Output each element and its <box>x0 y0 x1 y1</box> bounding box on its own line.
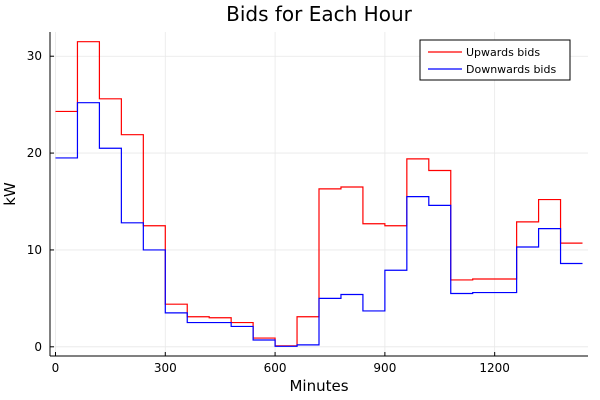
y-tick-label: 20 <box>27 146 42 160</box>
y-tick-label: 0 <box>34 340 42 354</box>
axes <box>49 32 588 357</box>
legend-box <box>419 39 571 81</box>
ticks: 0 300 600 900 1200 0 10 20 30 <box>27 49 510 375</box>
x-tick-label: 0 <box>52 361 60 375</box>
x-tick-label: 1200 <box>479 361 510 375</box>
series-layer <box>55 41 583 347</box>
legend: Upwards bids Downwards bids <box>419 39 571 81</box>
x-tick-label: 300 <box>154 361 177 375</box>
x-tick-label: 900 <box>373 361 396 375</box>
legend-label-upwards: Upwards bids <box>466 46 540 59</box>
x-axis-label: Minutes <box>289 377 348 395</box>
legend-label-downwards: Downwards bids <box>466 63 556 76</box>
series-downwards-bids <box>55 102 583 347</box>
y-axis-label: kW <box>1 182 19 206</box>
x-tick-label: 600 <box>264 361 287 375</box>
y-tick-label: 30 <box>27 49 42 63</box>
chart-title: Bids for Each Hour <box>226 2 412 26</box>
y-tick-label: 10 <box>27 243 42 257</box>
